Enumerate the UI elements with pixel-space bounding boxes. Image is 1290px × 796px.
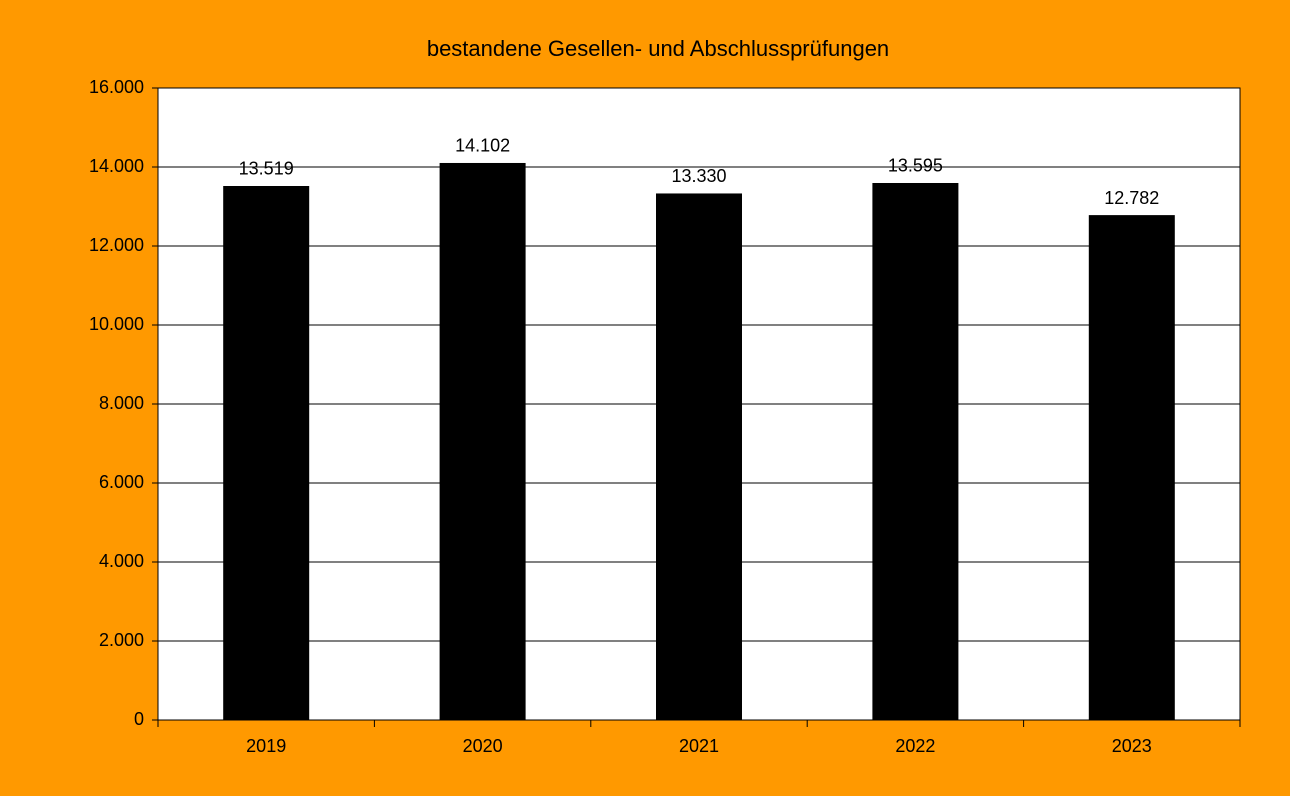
data-label: 13.595 (888, 156, 943, 176)
x-tick-label: 2023 (1112, 736, 1152, 756)
y-tick-label: 0 (134, 709, 144, 729)
bar (656, 193, 742, 721)
bar (439, 162, 526, 720)
x-tick-label: 2020 (463, 736, 503, 756)
bar (223, 185, 310, 720)
x-tick-label: 2021 (679, 736, 719, 756)
y-tick-label: 10.000 (89, 314, 144, 334)
data-label: 13.330 (671, 166, 726, 186)
y-tick-label: 6.000 (99, 472, 144, 492)
y-tick-label: 16.000 (89, 77, 144, 97)
x-tick-label: 2019 (246, 736, 286, 756)
chart-title: bestandene Gesellen- und Abschlussprüfun… (427, 36, 889, 61)
bar (1088, 215, 1175, 720)
data-label: 14.102 (455, 136, 510, 156)
y-tick-label: 2.000 (99, 630, 144, 650)
data-label: 13.519 (239, 159, 294, 179)
y-tick-label: 8.000 (99, 393, 144, 413)
y-tick-label: 12.000 (89, 235, 144, 255)
y-tick-label: 4.000 (99, 551, 144, 571)
x-tick-label: 2022 (895, 736, 935, 756)
y-tick-label: 14.000 (89, 156, 144, 176)
data-label: 12.782 (1104, 188, 1159, 208)
bar (872, 182, 959, 720)
